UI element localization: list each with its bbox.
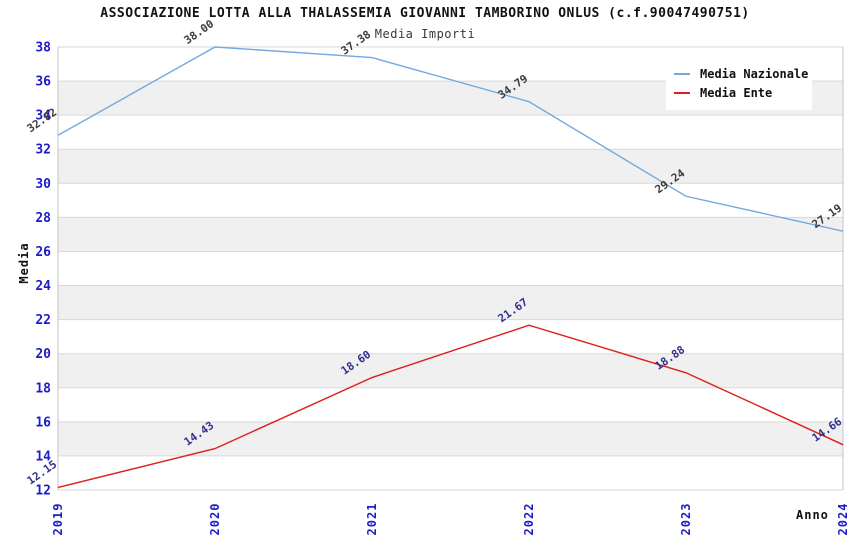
legend-item-media-ente: Media Ente [674, 83, 804, 102]
plot-band [58, 251, 843, 286]
plot-band [58, 421, 843, 456]
y-tick-label: 24 [35, 279, 51, 294]
x-tick-label: 2022 [522, 503, 536, 536]
y-tick-label: 18 [35, 381, 51, 396]
plot-band [58, 319, 843, 354]
plot-band [58, 183, 843, 218]
y-tick-label: 12 [35, 484, 51, 499]
plot-band [58, 217, 843, 252]
x-tick-label: 2024 [836, 503, 850, 536]
y-tick-label: 32 [35, 143, 51, 158]
y-tick-label: 20 [35, 347, 51, 362]
legend-label: Media Nazionale [700, 66, 809, 81]
x-tick-label: 2023 [679, 503, 693, 536]
x-tick-label: 2019 [51, 503, 65, 536]
plot-band [58, 149, 843, 184]
media-nazionale-line-swatch-icon [674, 72, 690, 75]
plot-band [58, 115, 843, 150]
chart-title: ASSOCIAZIONE LOTTA ALLA THALASSEMIA GIOV… [100, 6, 750, 21]
series-line-media-nazionale [57, 46, 844, 232]
legend-item-media-nazionale: Media Nazionale [674, 64, 808, 83]
chart-subtitle: Media Importi [374, 27, 476, 41]
y-tick-label: 14 [35, 449, 51, 464]
plot-band [58, 455, 843, 490]
plot-band [58, 285, 843, 320]
y-tick-label: 28 [35, 211, 51, 226]
plot-band [58, 353, 843, 388]
y-tick-label: 34 [35, 109, 51, 124]
y-tick-label: 36 [35, 75, 51, 90]
plot-band [58, 387, 843, 422]
legend-label: Media Ente [700, 85, 773, 100]
x-tick-label: 2021 [365, 503, 379, 536]
media-ente-line-swatch-icon [674, 91, 690, 94]
y-tick-label: 16 [35, 415, 51, 430]
legend: Media Nazionale Media Ente [666, 57, 812, 110]
y-tick-label: 30 [35, 177, 51, 192]
y-tick-label: 22 [35, 313, 51, 328]
y-axis-label: Media [17, 242, 31, 284]
y-tick-label: 26 [35, 245, 51, 260]
x-tick-label: 2020 [208, 503, 222, 536]
y-tick-label: 38 [35, 41, 51, 56]
point-label-media-nazionale: 38.00 [182, 17, 217, 47]
series-line-media-ente [57, 324, 844, 489]
x-axis-label: Anno [796, 508, 829, 522]
